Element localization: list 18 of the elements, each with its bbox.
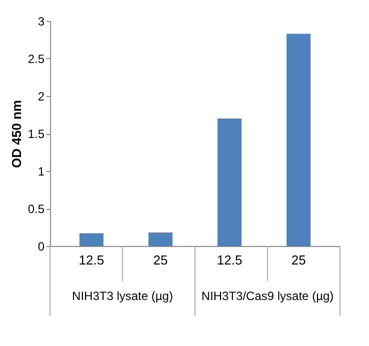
bar xyxy=(286,34,311,246)
x-tick-label: 25 xyxy=(291,252,306,268)
y-tick-label: 2.5 xyxy=(28,52,45,66)
bar xyxy=(148,232,172,246)
y-tick-label: 1.5 xyxy=(28,127,45,141)
y-tick-label: 0 xyxy=(38,240,45,254)
y-tick-label: 0.5 xyxy=(28,202,45,216)
y-tick-label: 2 xyxy=(38,90,45,104)
x-tick-label: 12.5 xyxy=(78,252,104,268)
x-tick-label: 25 xyxy=(153,252,168,268)
y-axis-title: OD 450 nm xyxy=(8,100,24,168)
text: NIH3T3 lysate (µg) xyxy=(72,289,173,303)
bar xyxy=(79,233,104,246)
y-tick-label: 1 xyxy=(38,164,45,178)
y-tick-label: 3 xyxy=(38,14,45,28)
text: NIH3T3/Cas9 lysate (µg) xyxy=(201,289,334,303)
x-tick-label: 12.5 xyxy=(216,252,242,268)
bar xyxy=(218,118,242,246)
